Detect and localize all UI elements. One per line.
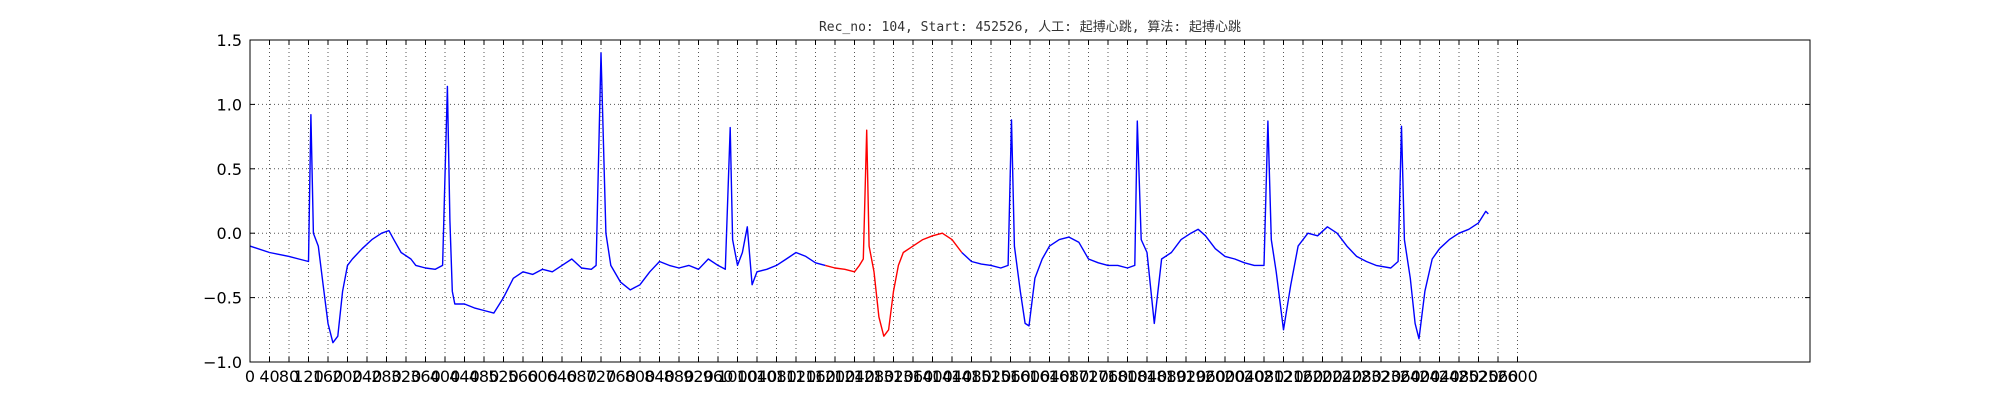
x-tick-label: 1000: [717, 367, 758, 386]
x-tick-label: 2520: [1458, 367, 1499, 386]
x-tick-label: 1800: [1107, 367, 1148, 386]
x-tick-label: 1360: [893, 367, 934, 386]
x-tick-label: 1320: [873, 367, 914, 386]
grid-lines: [250, 40, 1810, 362]
x-tick-label: 1520: [971, 367, 1012, 386]
x-tick-label: 2320: [1361, 367, 1402, 386]
x-tick-label: 160: [313, 367, 344, 386]
x-tick-label: 360: [410, 367, 441, 386]
x-tick-label: 2040: [1224, 367, 1265, 386]
x-tick-label: 1560: [990, 367, 1031, 386]
x-tick-label: 1480: [951, 367, 992, 386]
x-tick-label: 2080: [1244, 367, 1285, 386]
series-line-2: [825, 129, 963, 337]
x-tick-label: 2440: [1419, 367, 1460, 386]
x-tick-label: 2400: [1400, 367, 1441, 386]
x-tick-label: 840: [644, 367, 675, 386]
x-tick-label: 1720: [1068, 367, 1109, 386]
x-tick-label: 1880: [1146, 367, 1187, 386]
x-tick-label: 2600: [1497, 367, 1538, 386]
x-tick-label: 960: [703, 367, 734, 386]
x-tick-label: 2280: [1341, 367, 1382, 386]
x-tick-label: 1200: [815, 367, 856, 386]
x-tick-label: 560: [508, 367, 539, 386]
x-tick-label: 2560: [1478, 367, 1519, 386]
x-axis: 0 40 8012016020024028032036040044048052056…: [245, 40, 1538, 386]
x-tick-label: 800: [625, 367, 656, 386]
x-tick-label: 1760: [1088, 367, 1129, 386]
x-tick-label: 1160: [795, 367, 836, 386]
x-tick-label: 1120: [776, 367, 817, 386]
y-tick-label: 0.0: [217, 224, 242, 243]
x-tick-label: 1440: [932, 367, 973, 386]
x-tick-label: 680: [566, 367, 597, 386]
x-tick-label: 880: [664, 367, 695, 386]
x-tick-label: 1840: [1127, 367, 1168, 386]
x-tick-label: 720: [586, 367, 617, 386]
y-tick-label: −0.5: [203, 289, 242, 308]
y-tick-label: 1.0: [217, 95, 242, 114]
x-tick-label: 0: [245, 367, 255, 386]
y-axis: −1.0 −0.5 0.0 0.5 1.0 1.5: [203, 31, 1810, 372]
x-tick-label: 400: [430, 367, 461, 386]
x-tick-label: 2360: [1380, 367, 1421, 386]
x-tick-label: 40: [259, 367, 279, 386]
x-tick-label: 2240: [1322, 367, 1363, 386]
x-tick-label: 280: [371, 367, 402, 386]
x-tick-label: 240: [352, 367, 383, 386]
x-tick-label: 1960: [1185, 367, 1226, 386]
x-tick-label: 480: [469, 367, 500, 386]
x-tick-label: 1600: [1010, 367, 1051, 386]
x-tick-label: 440: [449, 367, 480, 386]
x-tick-label: 80: [279, 367, 299, 386]
x-tick-label: 2200: [1302, 367, 1343, 386]
series-line-3: [961, 119, 1489, 340]
x-tick-label: 1920: [1166, 367, 1207, 386]
x-tick-label: 760: [605, 367, 636, 386]
series-layer: [249, 52, 1489, 344]
chart-title: Rec_no: 104, Start: 452526, 人工: 起搏心跳, 算法…: [819, 19, 1241, 35]
x-tick-label: 600: [527, 367, 558, 386]
x-tick-label: 1240: [834, 367, 875, 386]
x-tick-label: 1080: [756, 367, 797, 386]
x-tick-label: 1280: [854, 367, 895, 386]
x-tick-label: 1640: [1029, 367, 1070, 386]
x-tick-label: 1680: [1049, 367, 1090, 386]
series-line-1: [249, 52, 826, 344]
x-tick-label: 1040: [737, 367, 778, 386]
y-tick-label: 1.5: [217, 31, 242, 50]
y-tick-label: −1.0: [203, 353, 242, 372]
x-tick-label: 1400: [912, 367, 953, 386]
x-tick-label: 2120: [1263, 367, 1304, 386]
y-tick-label: 0.5: [217, 160, 242, 179]
x-tick-label: 2160: [1283, 367, 1324, 386]
x-tick-label: 200: [332, 367, 363, 386]
x-tick-label: 2480: [1439, 367, 1480, 386]
x-tick-label: 120: [293, 367, 324, 386]
x-tick-label: 640: [547, 367, 578, 386]
x-tick-label: 920: [683, 367, 714, 386]
x-tick-label: 320: [391, 367, 422, 386]
x-tick-label: 2000: [1205, 367, 1246, 386]
x-tick-label: 520: [488, 367, 519, 386]
